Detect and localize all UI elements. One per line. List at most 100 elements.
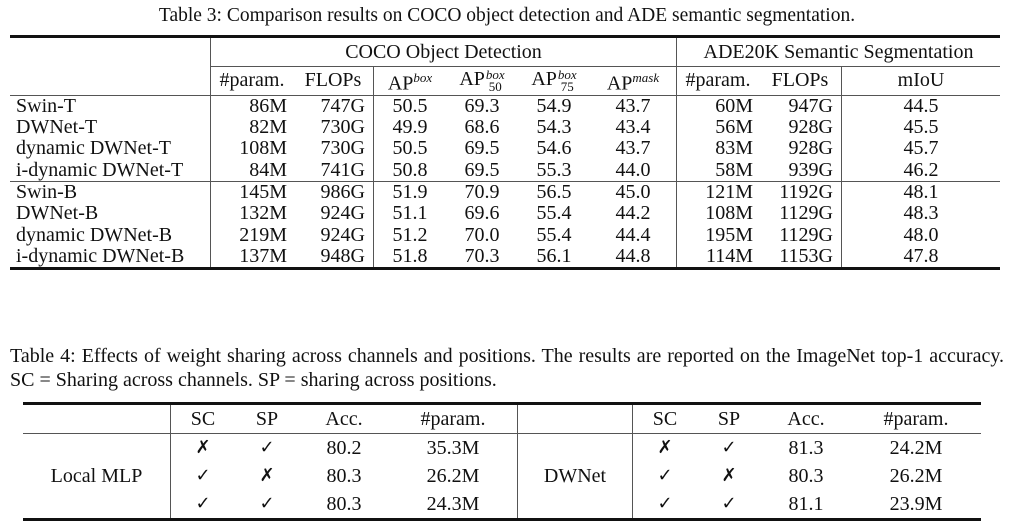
value-cell-ap50: 70.3 bbox=[464, 244, 500, 267]
sc-mark: ✗ bbox=[170, 433, 235, 462]
table4-corner-left bbox=[23, 403, 171, 434]
value-cell-ap_: 56M bbox=[676, 116, 759, 139]
col-param-right: #param. bbox=[851, 403, 981, 434]
table4-caption-label: Table 4: bbox=[10, 345, 76, 367]
table-row: dynamic DWNet-T 108M 730G 50.5 69.5 54.6 43.7 8… bbox=[10, 137, 1000, 160]
value-cell-ap75: 55.4 bbox=[536, 202, 572, 225]
value-cell-ap75: 56.1 bbox=[536, 244, 572, 267]
value-cell-cp: 108M bbox=[210, 138, 293, 160]
value-cell-ap_: 83M bbox=[676, 138, 759, 160]
table4-corner-right bbox=[517, 403, 633, 434]
table-row: Swin-T 86M 747G 50.5 69.3 54.9 43.7 60M 947G 44.5 bbox=[10, 94, 1000, 117]
value-cell-ap: 51.8 bbox=[373, 245, 446, 269]
value-cell-ap_: 195M bbox=[676, 224, 759, 246]
sc-mark: ✓ bbox=[170, 490, 235, 520]
value-cell-af: 1192G bbox=[759, 180, 842, 204]
col-sp-left: SP bbox=[235, 403, 299, 434]
value-cell-ap50: 69.5 bbox=[464, 158, 500, 181]
value-cell-miou: 44.5 bbox=[841, 94, 1000, 117]
value-cell-cf: 924G bbox=[320, 223, 365, 246]
value-cell-cp: 137M bbox=[210, 245, 293, 269]
acc-cell: 81.1 bbox=[788, 493, 824, 515]
table4-body: Local MLP ✗ ✓ 80.2 35.3M DWNet ✗ ✓ 81.3 24.2M ✓ ✗ 80… bbox=[23, 433, 981, 520]
value-cell-cp: 132M bbox=[210, 203, 293, 225]
param-cell: 24.2M bbox=[889, 437, 943, 459]
table3-group-header-row: COCO Object Detection ADE20K Semantic Se… bbox=[10, 36, 1000, 67]
group-name-local-mlp: Local MLP bbox=[50, 465, 143, 487]
acc-cell: 81.3 bbox=[788, 437, 824, 459]
col-sp-right: SP bbox=[697, 403, 761, 434]
value-cell-ap75: 55.3 bbox=[536, 158, 572, 181]
param-cell: 35.3M bbox=[426, 437, 480, 459]
model-name-cell: dynamic DWNet-B bbox=[16, 223, 173, 246]
col-miou: mIoU bbox=[841, 66, 1000, 96]
coco-group-header: COCO Object Detection bbox=[210, 36, 677, 67]
col-ap-box: APbox bbox=[373, 66, 446, 96]
value-cell-ap50: 69.3 bbox=[446, 94, 518, 117]
value-cell-cp: 86M bbox=[210, 94, 293, 117]
value-cell-cf: 986G bbox=[293, 180, 374, 204]
value-cell-miou: 45.5 bbox=[841, 116, 1000, 139]
value-cell-apm: 43.4 bbox=[615, 116, 651, 139]
value-cell-cf: 730G bbox=[320, 137, 365, 160]
model-name-cell: i-dynamic DWNet-B bbox=[16, 244, 185, 267]
model-name-cell: DWNet-B bbox=[16, 202, 99, 225]
sc-mark: ✓ bbox=[632, 462, 697, 490]
value-cell-ap: 49.9 bbox=[373, 116, 446, 139]
value-cell-miou: 48.0 bbox=[841, 224, 1000, 246]
table4-header-row: SC SP Acc. #param. SC SP Acc. #param. bbox=[23, 403, 981, 434]
value-cell-af: 928G bbox=[788, 116, 833, 139]
col-acc-right: Acc. bbox=[761, 403, 851, 434]
table-row: dynamic DWNet-B 219M 924G 51.2 70.0 55.4 44.4 1… bbox=[10, 223, 1000, 246]
value-cell-apm: 44.2 bbox=[615, 202, 651, 225]
value-cell-cf: 747G bbox=[293, 94, 374, 117]
value-cell-miou: 45.7 bbox=[841, 138, 1000, 160]
col-param-left: #param. bbox=[389, 403, 518, 434]
table3-caption-label: Table 3: bbox=[158, 5, 222, 26]
model-name-cell: DWNet-T bbox=[16, 116, 98, 139]
value-cell-af: 1129G bbox=[779, 223, 833, 246]
table4: SC SP Acc. #param. SC SP Acc. #param. Lo… bbox=[23, 402, 981, 521]
table-row: i-dynamic DWNet-T 84M 741G 50.8 69.5 55.3 44.0… bbox=[10, 158, 1000, 182]
col-sc-right: SC bbox=[632, 403, 697, 434]
value-cell-cf: 741G bbox=[320, 158, 365, 181]
value-cell-ap50: 69.6 bbox=[464, 202, 500, 225]
param-cell: 26.2M bbox=[426, 465, 480, 487]
value-cell-af: 928G bbox=[788, 137, 833, 160]
acc-cell: 80.3 bbox=[788, 465, 824, 487]
table3-body: Swin-T 86M 747G 50.5 69.3 54.9 43.7 60M 947G 44.5… bbox=[10, 94, 1000, 269]
sc-mark: ✓ bbox=[632, 490, 697, 520]
value-cell-ap_: 58M bbox=[676, 159, 759, 182]
value-cell-ap: 50.5 bbox=[373, 94, 446, 117]
value-cell-ap75: 55.4 bbox=[536, 223, 572, 246]
col-ade-param: #param. bbox=[676, 66, 759, 96]
acc-cell: 80.3 bbox=[326, 465, 362, 487]
value-cell-ap: 50.5 bbox=[373, 138, 446, 160]
value-cell-miou: 47.8 bbox=[841, 245, 1000, 269]
model-name-cell: Swin-T bbox=[10, 94, 211, 117]
table-row: Swin-B 145M 986G 51.9 70.9 56.5 45.0 121M 1192G 4… bbox=[10, 180, 1000, 204]
value-cell-apm: 45.0 bbox=[590, 180, 677, 204]
col-coco-flops: FLOPs bbox=[293, 66, 374, 96]
table3: COCO Object Detection ADE20K Semantic Se… bbox=[10, 35, 1000, 271]
param-cell: 23.9M bbox=[889, 493, 943, 515]
value-cell-ap50: 68.6 bbox=[464, 116, 500, 139]
acc-cell: 80.2 bbox=[326, 437, 362, 459]
value-cell-cp: 219M bbox=[210, 224, 293, 246]
col-ade-flops: FLOPs bbox=[759, 66, 842, 96]
sp-mark: ✓ bbox=[259, 437, 275, 458]
table3-caption-text: Comparison results on COCO object detect… bbox=[226, 5, 856, 26]
value-cell-ap: 51.1 bbox=[373, 203, 446, 225]
value-cell-cf: 924G bbox=[320, 202, 365, 225]
value-cell-apm: 43.7 bbox=[615, 137, 651, 160]
value-cell-ap75: 54.6 bbox=[536, 137, 572, 160]
table-row: ✓ ✗ 80.3 26.2M ✓ ✗ 80.3 26.2M bbox=[23, 462, 981, 490]
value-cell-miou: 46.2 bbox=[841, 159, 1000, 182]
sp-mark: ✓ bbox=[721, 493, 737, 514]
value-cell-ap: 50.8 bbox=[373, 159, 446, 182]
group-name-dwnet: DWNet bbox=[517, 433, 633, 520]
value-cell-cf: 948G bbox=[320, 244, 365, 267]
value-cell-cp: 82M bbox=[210, 116, 293, 139]
sc-mark: ✗ bbox=[632, 433, 697, 462]
value-cell-ap75: 56.5 bbox=[518, 180, 590, 204]
